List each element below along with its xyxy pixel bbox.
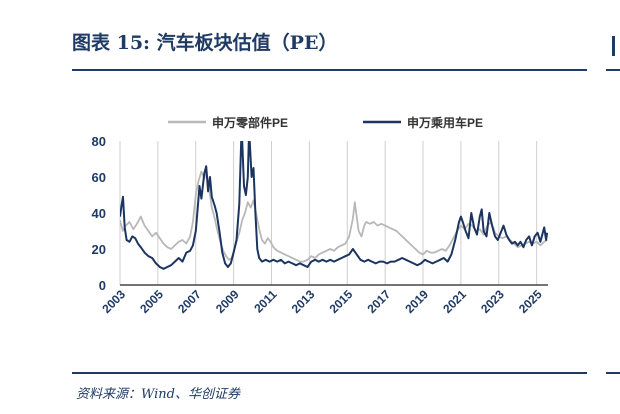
chart-title: 图表 15: 汽车板块估值（PE） — [72, 32, 338, 54]
legend-label-parts: 申万零部件PE — [212, 115, 288, 130]
y-axis-tick-labels: 0 20 40 60 80 — [92, 134, 106, 293]
x-tick-label-2007: 2007 — [175, 287, 204, 316]
series-line-passenger-cars — [120, 141, 548, 270]
footer-divider — [72, 372, 587, 374]
vertical-gridlines — [119, 141, 538, 285]
adjacent-page-edge-rule-bottom — [606, 372, 620, 374]
title-divider — [72, 69, 587, 71]
y-tick-label-60: 60 — [92, 170, 106, 185]
y-tick-label-20: 20 — [92, 242, 106, 257]
y-tick-label-40: 40 — [92, 206, 106, 221]
x-tick-label-2011: 2011 — [251, 287, 280, 316]
x-axis-tick-labels: 2003 2005 2007 2009 2011 2013 2015 2017 2019 2021… — [99, 287, 545, 316]
x-tick-label-2025: 2025 — [516, 287, 545, 316]
x-tick-label-2023: 2023 — [478, 287, 507, 316]
adjacent-page-edge-rule — [606, 69, 620, 71]
x-tick-label-2017: 2017 — [364, 287, 393, 316]
x-tick-label-2021: 2021 — [440, 287, 469, 316]
x-tick-label-2009: 2009 — [213, 287, 242, 316]
y-tick-label-80: 80 — [92, 134, 106, 149]
source-note: 资料来源：Wind、华创证券 — [76, 387, 240, 402]
series-layer — [120, 141, 548, 270]
chart-legend: 申万零部件PE 申万乘用车PE — [168, 115, 483, 130]
x-tick-label-2015: 2015 — [327, 287, 356, 316]
x-tick-label-2019: 2019 — [402, 287, 431, 316]
adjacent-page-edge-mark — [612, 36, 615, 56]
x-tick-label-2005: 2005 — [137, 287, 166, 316]
x-tick-label-2013: 2013 — [289, 287, 318, 316]
legend-label-passenger-cars: 申万乘用车PE — [407, 115, 483, 130]
y-tick-label-0: 0 — [99, 278, 106, 293]
